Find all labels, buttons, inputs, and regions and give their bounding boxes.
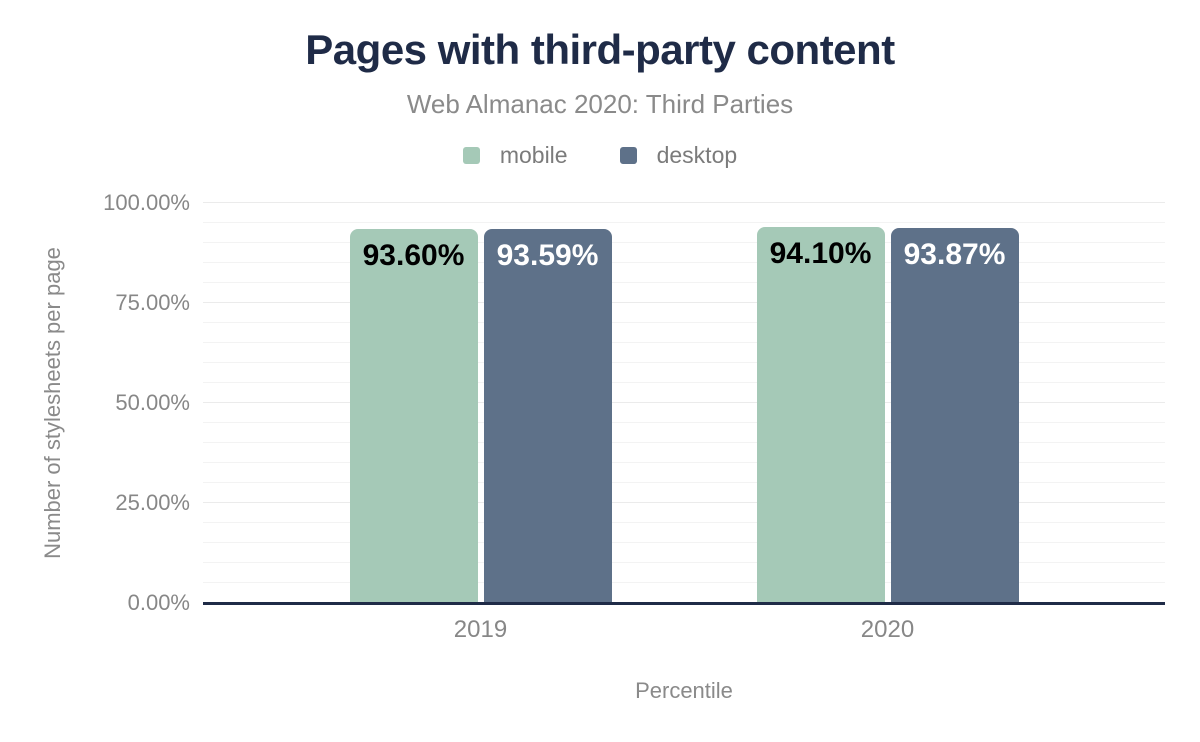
bar-value-label: 93.59% bbox=[496, 238, 599, 272]
gridline bbox=[203, 402, 1165, 403]
y-tick-75: 75.00% bbox=[115, 290, 190, 315]
gridline bbox=[203, 542, 1165, 543]
legend-label-mobile: mobile bbox=[499, 141, 568, 168]
gridline bbox=[203, 342, 1165, 343]
bar-value-label: 93.87% bbox=[903, 237, 1006, 271]
legend-swatch-mobile bbox=[462, 146, 480, 164]
gridline bbox=[203, 262, 1165, 263]
x-tick-2019: 2019 bbox=[453, 616, 508, 643]
gridline bbox=[203, 422, 1165, 423]
legend: mobile desktop bbox=[0, 141, 1200, 169]
gridline bbox=[203, 242, 1165, 243]
legend-label-desktop: desktop bbox=[656, 141, 738, 168]
x-axis-title: Percentile bbox=[635, 678, 733, 703]
gridline bbox=[203, 282, 1165, 283]
bar-value-label: 94.10% bbox=[769, 236, 872, 270]
y-tick-0: 0.00% bbox=[127, 590, 190, 615]
bar-mobile-2019[interactable]: 93.60% bbox=[349, 228, 478, 603]
plot-area: 93.60% 93.59% 94.10% 93.87% bbox=[203, 202, 1165, 605]
gridline bbox=[203, 362, 1165, 363]
gridline bbox=[203, 302, 1165, 303]
chart-subtitle: Web Almanac 2020: Third Parties bbox=[406, 89, 794, 119]
gridline bbox=[203, 582, 1165, 583]
y-tick-100: 100.00% bbox=[103, 190, 190, 215]
bar-desktop-2020[interactable]: 93.87% bbox=[890, 227, 1019, 603]
chart-title: Pages with third-party content bbox=[305, 26, 895, 73]
gridline bbox=[203, 442, 1165, 443]
y-tick-50: 50.00% bbox=[115, 390, 190, 415]
legend-item-mobile: mobile bbox=[462, 141, 568, 169]
gridline bbox=[203, 522, 1165, 523]
y-tick-25: 25.00% bbox=[115, 490, 190, 515]
bar-desktop-2019[interactable]: 93.59% bbox=[483, 228, 612, 603]
gridline bbox=[203, 562, 1165, 563]
x-axis-line bbox=[203, 602, 1165, 605]
bar-mobile-2020[interactable]: 94.10% bbox=[756, 226, 885, 603]
bar-value-label: 93.60% bbox=[362, 238, 465, 272]
legend-item-desktop: desktop bbox=[619, 141, 738, 169]
x-tick-2020: 2020 bbox=[860, 616, 915, 643]
gridline bbox=[203, 462, 1165, 463]
gridline bbox=[203, 482, 1165, 483]
gridline bbox=[203, 382, 1165, 383]
gridline bbox=[203, 502, 1165, 503]
gridline bbox=[203, 322, 1165, 323]
gridline bbox=[203, 222, 1165, 223]
legend-swatch-desktop bbox=[619, 146, 637, 164]
gridline bbox=[203, 202, 1165, 203]
